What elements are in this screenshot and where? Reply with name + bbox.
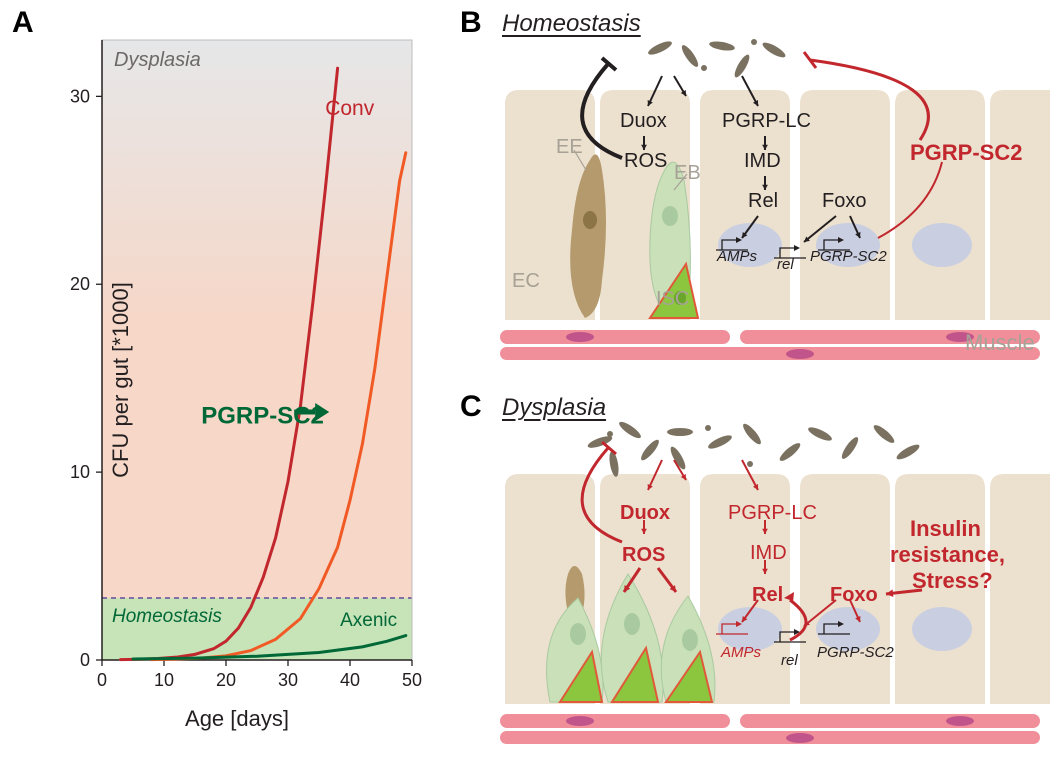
ee-cell-label: EE	[556, 136, 583, 159]
svg-text:Conv: Conv	[325, 97, 375, 120]
chart-svg: 0 10 20 30 40 50 0 10 20 30 Dysplasia Homeostasis Ax…	[47, 30, 427, 730]
svg-text:40: 40	[340, 670, 360, 690]
y-axis-label: CFU per gut [*1000]	[108, 282, 134, 478]
muscle-label: Muscle	[965, 330, 1035, 356]
panel-a-label: A	[12, 6, 34, 40]
foxo-label: Foxo	[822, 190, 866, 213]
ec-cell-label: EC	[512, 270, 540, 293]
panel-a-chart: 0 10 20 30 40 50 0 10 20 30 Dysplasia Homeostasis Ax…	[47, 30, 427, 730]
panel-b-title: Homeostasis	[502, 10, 641, 38]
svg-text:50: 50	[402, 670, 422, 690]
pgrp-sc2-gene-label: PGRP-SC2	[810, 248, 887, 265]
panel-c-diagram: Duox ROS PGRP-LC IMD Rel Foxo Insulin re…	[490, 424, 1035, 754]
x-axis-label: Age [days]	[185, 706, 289, 732]
svg-text:10: 10	[70, 462, 90, 482]
svg-text:30: 30	[278, 670, 298, 690]
panel-b-label: B	[460, 6, 482, 40]
eb-cell-label: EB	[674, 162, 701, 185]
rel-gene-label: rel	[777, 256, 794, 273]
insulin-label-1: Insulin	[910, 516, 981, 542]
svg-text:20: 20	[70, 274, 90, 294]
svg-text:PGRP-SC2: PGRP-SC2	[201, 402, 324, 429]
svg-text:30: 30	[70, 86, 90, 106]
panel-c-label: C	[460, 390, 482, 424]
duox-label-c: Duox	[620, 502, 670, 525]
insulin-label-3: Stress?	[912, 568, 993, 594]
imd-label-c: IMD	[750, 542, 787, 565]
insulin-label-2: resistance,	[890, 542, 1005, 568]
svg-text:Axenic: Axenic	[340, 610, 397, 631]
svg-text:0: 0	[80, 650, 90, 670]
figure: A B C 0 10 20 30 40 50 0 10 20 30 Dysplasia Homeost…	[0, 0, 1050, 761]
panel-c-title: Dysplasia	[502, 394, 606, 422]
panel-b-diagram: Duox ROS PGRP-LC IMD Rel Foxo PGRP-SC2 A…	[490, 40, 1035, 370]
amps-gene-label-c: AMPs	[721, 644, 761, 661]
ros-label: ROS	[624, 150, 667, 173]
rel-label-c: Rel	[752, 584, 783, 607]
pgrp-lc-label: PGRP-LC	[722, 110, 811, 133]
svg-text:Homeostasis: Homeostasis	[112, 606, 222, 627]
isc-cell-label: ISC	[656, 288, 689, 311]
svg-text:20: 20	[216, 670, 236, 690]
ros-label-c: ROS	[622, 544, 665, 567]
rel-label: Rel	[748, 190, 778, 213]
pgrp-sc2-gene-label-c: PGRP-SC2	[817, 644, 894, 661]
pgrp-lc-label-c: PGRP-LC	[728, 502, 817, 525]
imd-label: IMD	[744, 150, 781, 173]
amps-gene-label: AMPs	[717, 248, 757, 265]
duox-label: Duox	[620, 110, 667, 133]
pgrp-sc2-side-label: PGRP-SC2	[910, 140, 1022, 166]
svg-text:Dysplasia: Dysplasia	[114, 49, 201, 71]
rel-gene-label-c: rel	[781, 652, 798, 669]
foxo-label-c: Foxo	[830, 584, 878, 607]
svg-text:10: 10	[154, 670, 174, 690]
svg-text:0: 0	[97, 670, 107, 690]
